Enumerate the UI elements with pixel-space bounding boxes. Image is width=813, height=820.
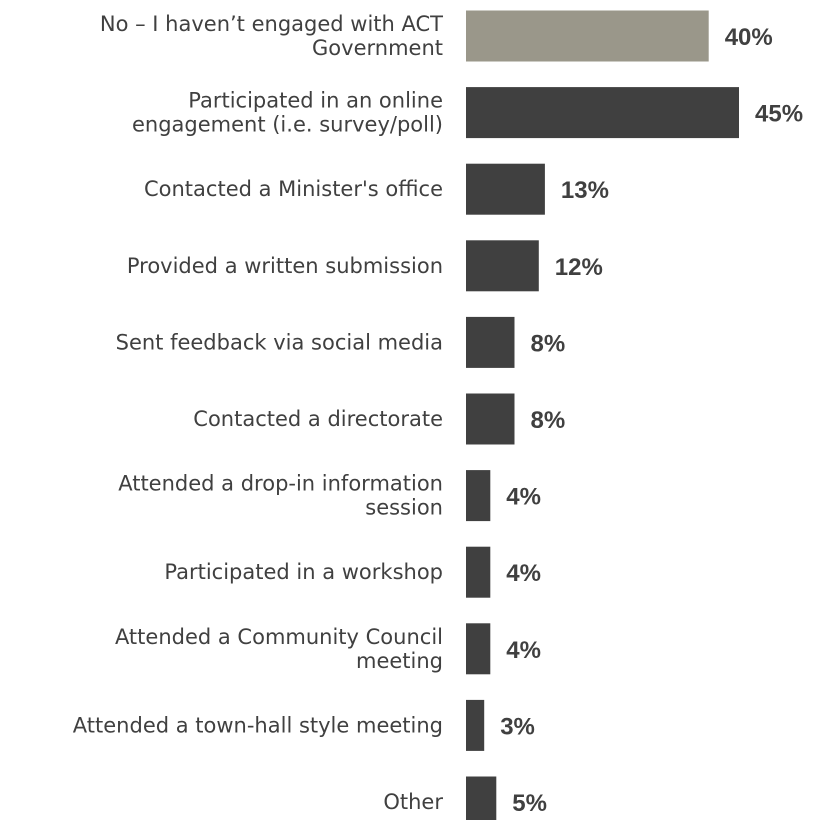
category-label-0-line-1: Government (312, 36, 443, 60)
category-label-8-line-0: Attended a Community Council (115, 625, 443, 649)
category-label-0-line-0: No – I haven’t engaged with ACT (100, 12, 443, 36)
value-label-9: 3% (500, 713, 535, 740)
bar-6 (466, 470, 491, 522)
value-label-2: 13% (561, 177, 609, 204)
value-label-0: 40% (725, 24, 773, 51)
bar-3 (466, 240, 539, 292)
category-label-7: Participated in a workshop (164, 560, 443, 584)
category-label-6-line-0: Attended a drop-in information (118, 472, 443, 496)
value-label-1: 45% (755, 101, 803, 128)
category-label-1-line-1: engagement (i.e. survey/poll) (132, 113, 443, 137)
category-label-1-line-0: Participated in an online (188, 89, 443, 113)
category-label-8-line-1: meeting (356, 649, 443, 673)
bar-7 (466, 546, 491, 598)
bar-0 (466, 10, 709, 62)
bar-10 (466, 776, 497, 820)
value-label-8: 4% (506, 637, 541, 664)
value-label-6: 4% (506, 484, 541, 511)
bar-9 (466, 699, 485, 751)
bar-2 (466, 163, 545, 215)
bar-4 (466, 316, 515, 368)
value-label-3: 12% (555, 254, 603, 281)
category-label-4: Sent feedback via social media (116, 330, 443, 354)
value-label-5: 8% (531, 407, 566, 434)
category-label-3: Provided a written submission (127, 254, 443, 278)
bar-1 (466, 87, 739, 139)
value-label-4: 8% (531, 330, 566, 357)
category-label-10: Other (383, 790, 443, 814)
category-label-9: Attended a town-hall style meeting (73, 713, 443, 737)
value-label-7: 4% (506, 560, 541, 587)
bar-8 (466, 623, 491, 675)
category-label-6-line-1: session (365, 496, 443, 520)
bar-5 (466, 393, 515, 445)
category-label-2: Contacted a Minister's office (144, 177, 443, 201)
category-label-5: Contacted a directorate (193, 407, 443, 431)
value-label-10: 5% (512, 790, 547, 817)
